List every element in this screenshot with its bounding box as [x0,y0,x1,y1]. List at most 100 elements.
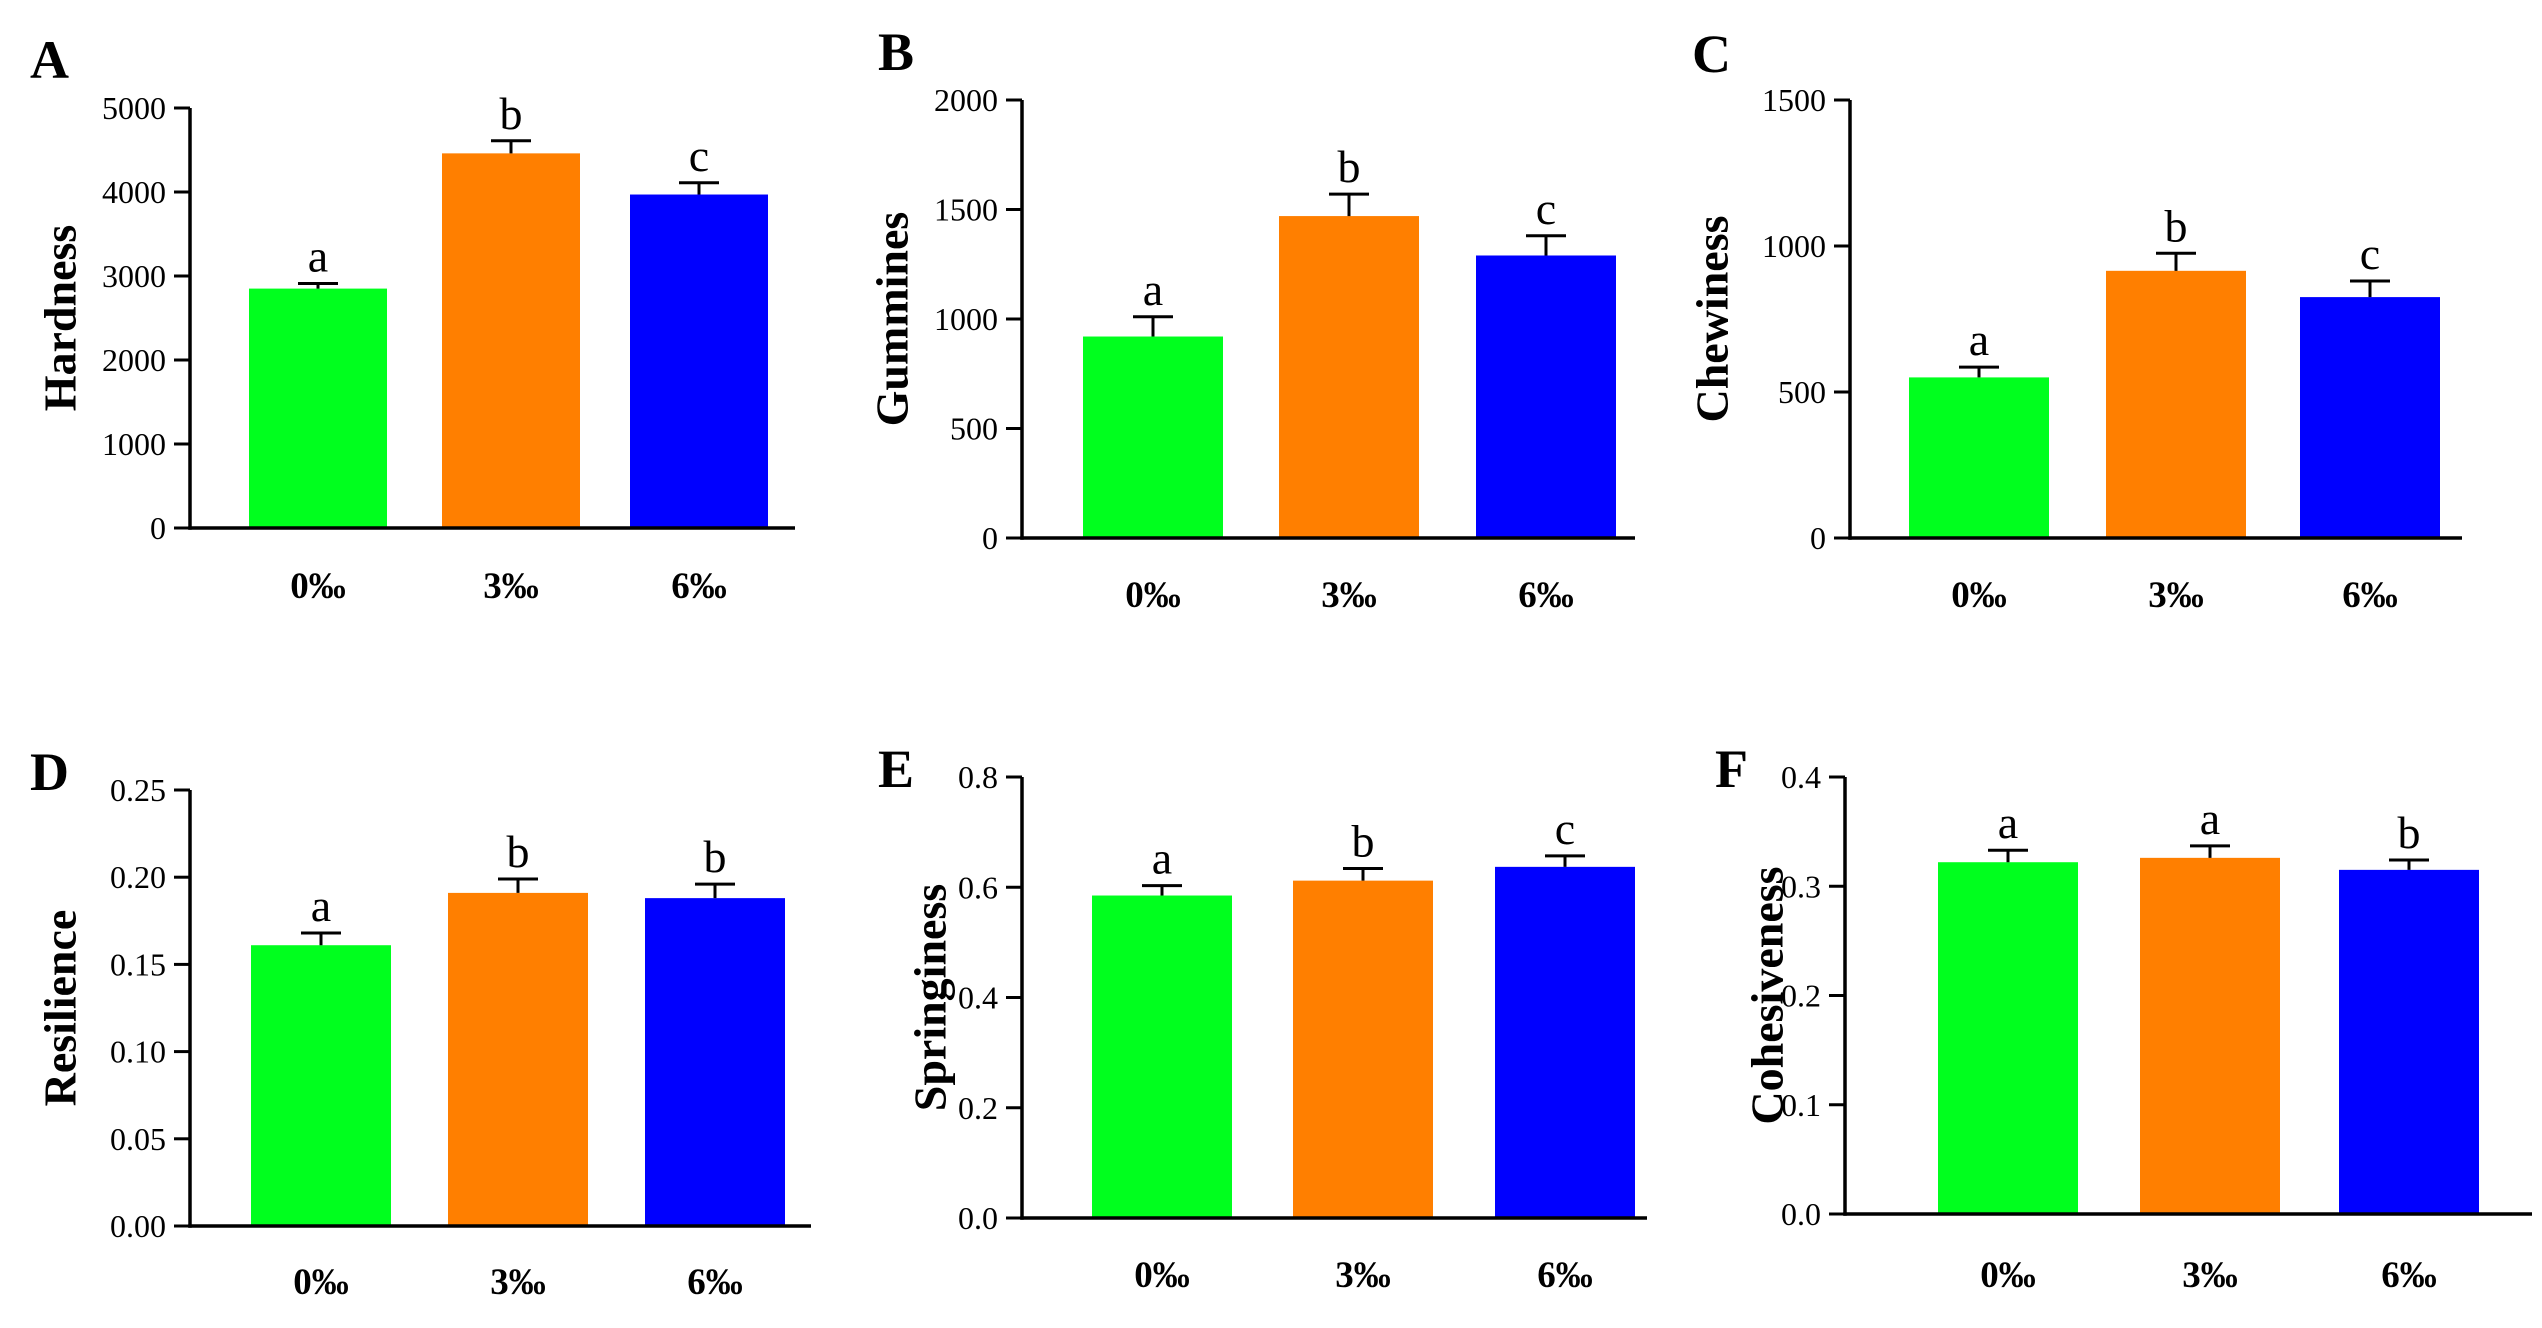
x-tick-label: 3‰ [1335,1255,1391,1296]
y-tick-label: 0.15 [110,946,166,982]
bar-1 [1279,216,1419,538]
y-tick-label: 0 [982,520,998,556]
y-axis-label: Resilience [35,910,86,1107]
x-tick-label: 6‰ [2342,575,2398,616]
x-tick-label: 0‰ [293,1262,349,1303]
bar-1 [2106,270,2246,538]
bar-0 [1092,895,1232,1218]
error-bar [298,282,338,289]
significance-letter: b [704,831,727,882]
error-bar [1526,234,1566,256]
significance-letter: a [2200,793,2220,844]
y-tick-label: 4000 [102,174,166,210]
x-tick-label: 3‰ [2182,1255,2238,1296]
panel-letter: A [30,30,69,90]
x-tick-label: 3‰ [1321,575,1377,616]
y-tick-label: 0.1 [1781,1087,1821,1123]
panel-a: A Hardness 0 1000 2000 3000 4000 5000 a 0‰ b 3‰ c 6‰ [30,30,795,607]
y-tick-label: 500 [1778,374,1826,410]
x-tick-label: 0‰ [1134,1255,1190,1296]
significance-letter: c [1536,183,1556,234]
y-tick-label: 0.20 [110,859,166,895]
bar-2 [645,898,785,1226]
x-tick-label: 6‰ [687,1262,743,1303]
y-tick-label: 2000 [102,342,166,378]
error-bar [2156,251,2196,271]
error-bar [1142,884,1182,896]
y-axis-label: Cohesiveness [1742,866,1793,1124]
bar-2 [2300,297,2440,538]
panel-d: D Resilience 0.00 0.05 0.10 0.15 0.20 0.25 a 0‰ b 3… [30,742,811,1303]
y-tick-label: 0.05 [110,1121,166,1157]
significance-letter: a [1969,314,1989,365]
bar-1 [442,153,580,529]
y-tick-label: 1000 [1762,228,1826,264]
x-tick-label: 6‰ [2381,1255,2437,1296]
bar-0 [251,945,391,1226]
panel-letter: C [1692,24,1731,84]
error-bar [1545,854,1585,867]
bar-1 [1293,880,1433,1218]
panel-b: B Gummines 0 500 1000 1500 2000 a 0‰ b 3‰ c 6‰ [867,22,1635,616]
bar-0 [1909,377,2049,538]
bar-2 [1495,866,1635,1218]
bar-2 [630,194,768,528]
error-bar [491,139,531,154]
y-axis-label: Chewiness [1687,215,1738,422]
x-tick-label: 6‰ [1518,575,1574,616]
panel-c: C Chewiness 0 500 1000 1500 a 0‰ b 3‰ c 6‰ [1687,24,2462,616]
error-bar [1343,867,1383,881]
error-bar [1959,365,1999,378]
y-tick-label: 3000 [102,258,166,294]
x-tick-label: 6‰ [1537,1255,1593,1296]
y-tick-label: 0.0 [1781,1196,1821,1232]
y-tick-label: 1000 [934,301,998,337]
error-bar [2350,279,2390,298]
error-bar [2389,858,2429,870]
significance-letter: a [311,880,331,931]
y-tick-label: 1500 [1762,82,1826,118]
x-tick-label: 3‰ [483,566,539,607]
significance-letter: b [2165,200,2188,251]
y-tick-label: 0.3 [1781,868,1821,904]
significance-letter: b [500,88,523,139]
y-tick-label: 2000 [934,82,998,118]
significance-letter: c [2360,228,2380,279]
y-tick-label: 1000 [102,426,166,462]
panel-letter: F [1715,739,1748,799]
y-tick-label: 0.25 [110,772,166,808]
y-tick-label: 0.4 [1781,759,1821,795]
bar-0 [1938,862,2078,1214]
significance-letter: a [1143,264,1163,315]
x-tick-label: 0‰ [1980,1255,2036,1296]
y-tick-label: 0.00 [110,1208,166,1244]
y-axis-label: Springiness [905,884,956,1112]
error-bar [1329,192,1369,217]
x-tick-label: 3‰ [2148,575,2204,616]
panel-f: F Cohesiveness 0.0 0.1 0.2 0.3 0.4 a 0‰ a 3‰ b 6‰ [1715,739,2532,1296]
x-tick-label: 0‰ [290,566,346,607]
y-tick-label: 0.2 [1781,978,1821,1014]
significance-letter: c [689,130,709,181]
panel-letter: D [30,742,69,802]
y-tick-label: 0.2 [958,1090,998,1126]
y-tick-label: 500 [950,411,998,447]
y-tick-label: 0 [1810,520,1826,556]
significance-letter: c [1555,803,1575,854]
panel-letter: E [878,739,914,799]
error-bar [301,931,341,946]
significance-letter: b [1338,141,1361,192]
bar-2 [2339,869,2479,1214]
y-tick-label: 0.10 [110,1034,166,1070]
bar-0 [1083,336,1223,538]
error-bar [695,882,735,899]
x-tick-label: 0‰ [1125,575,1181,616]
y-tick-label: 0.8 [958,759,998,795]
significance-letter: a [308,231,328,282]
y-tick-label: 0.4 [958,980,998,1016]
x-tick-label: 3‰ [490,1262,546,1303]
y-tick-label: 5000 [102,90,166,126]
x-tick-label: 0‰ [1951,575,2007,616]
y-axis-label: Gummines [867,212,918,427]
